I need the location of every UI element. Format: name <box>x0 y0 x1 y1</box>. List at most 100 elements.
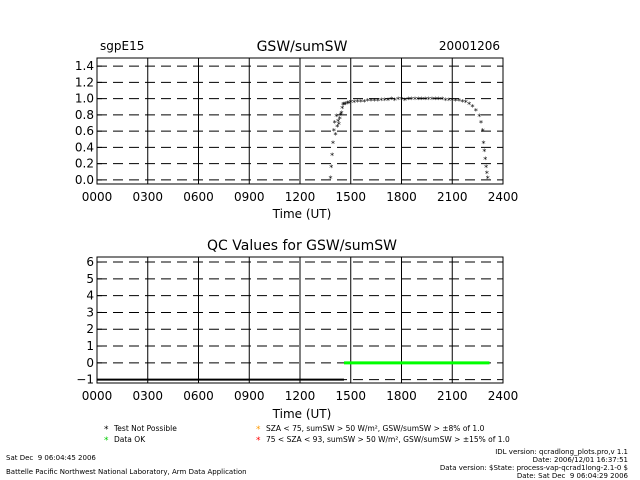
data-point: * <box>447 96 451 105</box>
data-point: * <box>427 95 431 104</box>
legend-item-test-not-possible: * Test Not Possible <box>104 424 177 435</box>
legend-label: 75 < SZA < 93, sumSW > 50 W/m², GSW/sumS… <box>266 435 510 444</box>
top-panel: 0.0 0.2 0.4 0.6 0.8 1.0 1.2 1.4 0000 0300 0600 090… <box>75 57 519 221</box>
footer-run-date: Sat Dec 9 06:04:45 2006 <box>6 454 96 462</box>
y-tick-label: 0.0 <box>75 173 94 187</box>
x-tick-label: 0300 <box>132 190 163 204</box>
data-point: * <box>338 115 342 124</box>
data-point: * <box>344 100 348 109</box>
bottom-y-ticks: −1 0 1 2 3 4 5 6 <box>76 255 102 387</box>
data-point: * <box>333 119 337 128</box>
x-tick-label: 1500 <box>335 389 366 403</box>
x-tick-label: 0000 <box>82 190 113 204</box>
data-point: * <box>454 97 458 106</box>
x-tick-label: 0000 <box>82 389 113 403</box>
data-point: * <box>400 95 404 104</box>
y-tick-label: 0.6 <box>75 124 94 138</box>
data-point: * <box>342 100 346 109</box>
bottom-panel: −1 0 1 2 3 4 5 6 0000 0300 0600 0900 1200 1500 1800 21… <box>76 255 518 421</box>
data-point: * <box>329 164 333 173</box>
x-tick-label: 1800 <box>386 190 417 204</box>
x-tick-label: 0900 <box>234 190 265 204</box>
data-point: * <box>464 99 468 108</box>
x-tick-label: 2400 <box>488 190 519 204</box>
data-point: * <box>420 95 424 104</box>
data-point: * <box>389 95 393 104</box>
x-tick-label: 1200 <box>285 389 316 403</box>
y-tick-label: 0.4 <box>75 140 94 154</box>
legend: * Test Not Possible * Data OK * SZA < 75… <box>104 424 510 446</box>
data-point: * <box>433 95 437 104</box>
footer-idl-date: Date: 2006/12/01 16:37:51 <box>532 456 628 464</box>
y-tick-label: 6 <box>86 255 94 269</box>
data-point: * <box>403 96 407 105</box>
data-point: * <box>396 95 400 104</box>
data-point: * <box>443 96 447 105</box>
data-point: * <box>383 96 387 105</box>
data-point: * <box>347 100 351 109</box>
data-point: * <box>379 96 383 105</box>
footer-data-date: Date: Sat Dec 9 06:04:29 2006 <box>516 472 628 480</box>
data-point: * <box>376 97 380 106</box>
chart-title: GSW/sumSW <box>257 39 348 55</box>
data-point: * <box>359 98 363 107</box>
data-point: * <box>430 95 434 104</box>
x-tick-label: 1500 <box>335 190 366 204</box>
y-tick-label: 1.2 <box>75 75 94 89</box>
bottom-x-axis-label: Time (UT) <box>272 407 332 421</box>
x-tick-label: 0600 <box>183 389 214 403</box>
data-point: * <box>335 123 339 132</box>
data-point: * <box>467 100 471 109</box>
data-point: * <box>386 96 390 105</box>
y-tick-label: 5 <box>86 272 94 286</box>
legend-item-data-ok: * Data OK <box>104 435 146 446</box>
data-point: * <box>337 121 341 130</box>
y-tick-label: 1 <box>86 339 94 353</box>
y-tick-label: 2 <box>86 322 94 336</box>
site-label: sgpE15 <box>100 39 144 53</box>
legend-marker: * <box>256 425 261 435</box>
legend-label: Data OK <box>114 435 146 444</box>
data-point: * <box>334 131 338 140</box>
y-tick-label: 4 <box>86 289 94 303</box>
data-point: * <box>482 147 486 156</box>
data-point: * <box>356 98 360 107</box>
y-tick-label: 0.2 <box>75 157 94 171</box>
data-point: * <box>482 139 486 148</box>
x-tick-label: 2400 <box>488 389 519 403</box>
x-tick-label: 1200 <box>285 190 316 204</box>
x-tick-label: 1800 <box>386 389 417 403</box>
data-point: * <box>471 103 475 112</box>
legend-marker: * <box>104 436 109 446</box>
data-point: * <box>416 95 420 104</box>
footer-idl-version: IDL version: qcradlong_plots.pro,v 1.1 <box>495 448 628 456</box>
bottom-grid <box>97 257 503 383</box>
y-tick-label: 3 <box>86 305 94 319</box>
x-tick-label: 2100 <box>437 389 468 403</box>
legend-marker: * <box>104 425 109 435</box>
y-tick-label: −1 <box>76 373 94 387</box>
bottom-x-ticks: 0000 0300 0600 0900 1200 1500 1800 2100 2400 <box>82 389 519 403</box>
data-point: * <box>410 95 414 104</box>
data-point: * <box>340 104 344 113</box>
data-point: * <box>406 95 410 104</box>
data-point: * <box>328 174 332 183</box>
top-data-points: ********************* * * * * * * * * * * * * * * * * * * *… <box>328 95 489 183</box>
data-point: * <box>474 107 478 116</box>
top-grid <box>97 58 503 184</box>
data-point: * <box>486 174 490 183</box>
data-point: * <box>450 96 454 105</box>
data-point: * <box>440 95 444 104</box>
data-point: * <box>334 113 338 122</box>
data-point: * <box>485 169 489 178</box>
x-tick-label: 0600 <box>183 190 214 204</box>
date-label: 20001206 <box>439 39 500 53</box>
qc-title: QC Values for GSW/sumSW <box>207 238 397 254</box>
data-point: * <box>349 99 353 108</box>
x-tick-label: 2100 <box>437 190 468 204</box>
data-point: * <box>413 95 417 104</box>
data-point: * <box>362 98 366 107</box>
data-point: * <box>481 127 485 136</box>
data-point: * <box>479 119 483 128</box>
